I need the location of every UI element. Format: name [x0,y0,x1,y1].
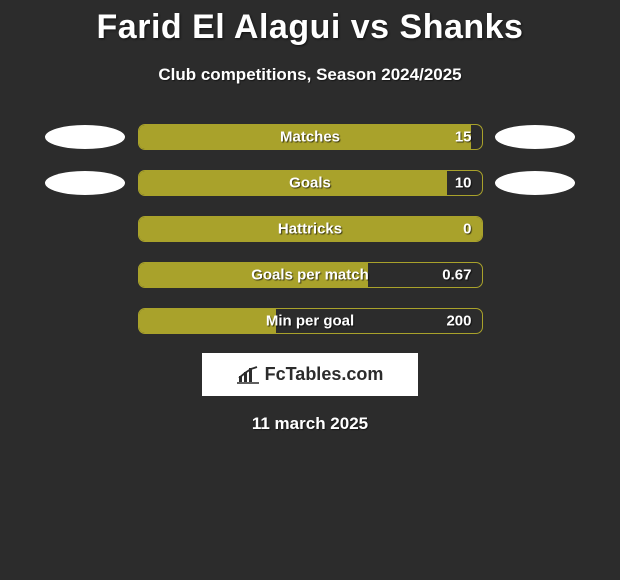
subtitle: Club competitions, Season 2024/2025 [0,65,620,85]
player-avatar-right [495,171,575,195]
right-avatar-slot [483,309,588,333]
stat-label: Matches [280,129,340,146]
stat-bar: Goals 10 [138,170,483,196]
bar-chart-icon [237,366,259,384]
right-avatar-slot [483,125,588,149]
source-logo: FcTables.com [202,353,418,396]
stat-row: Min per goal 200 [0,307,620,335]
stat-label: Hattricks [278,221,342,238]
stat-rows: Matches 15 Goals 10 [0,123,620,335]
stat-value: 200 [446,313,471,330]
right-avatar-slot [483,263,588,287]
left-avatar-slot [33,217,138,241]
left-avatar-slot [33,263,138,287]
stat-label: Min per goal [266,313,354,330]
stat-bar-fill [139,309,276,333]
stat-row: Matches 15 [0,123,620,151]
left-avatar-slot [33,309,138,333]
left-avatar-slot [33,171,138,195]
right-avatar-slot [483,217,588,241]
player-avatar-left [45,125,125,149]
stats-comparison-card: Farid El Alagui vs Shanks Club competiti… [0,0,620,580]
stat-row: Goals per match 0.67 [0,261,620,289]
stat-value: 10 [455,175,472,192]
stat-row: Hattricks 0 [0,215,620,243]
stat-bar: Matches 15 [138,124,483,150]
page-title: Farid El Alagui vs Shanks [0,0,620,47]
stat-value: 0 [463,221,471,238]
stat-label: Goals per match [251,267,369,284]
stat-value: 0.67 [442,267,471,284]
stat-row: Goals 10 [0,169,620,197]
stat-label: Goals [289,175,331,192]
stat-bar: Hattricks 0 [138,216,483,242]
date-text: 11 march 2025 [0,414,620,434]
left-avatar-slot [33,125,138,149]
player-avatar-left [45,171,125,195]
stat-bar: Goals per match 0.67 [138,262,483,288]
stat-value: 15 [455,129,472,146]
source-logo-text: FcTables.com [265,364,384,385]
player-avatar-right [495,125,575,149]
right-avatar-slot [483,171,588,195]
stat-bar: Min per goal 200 [138,308,483,334]
